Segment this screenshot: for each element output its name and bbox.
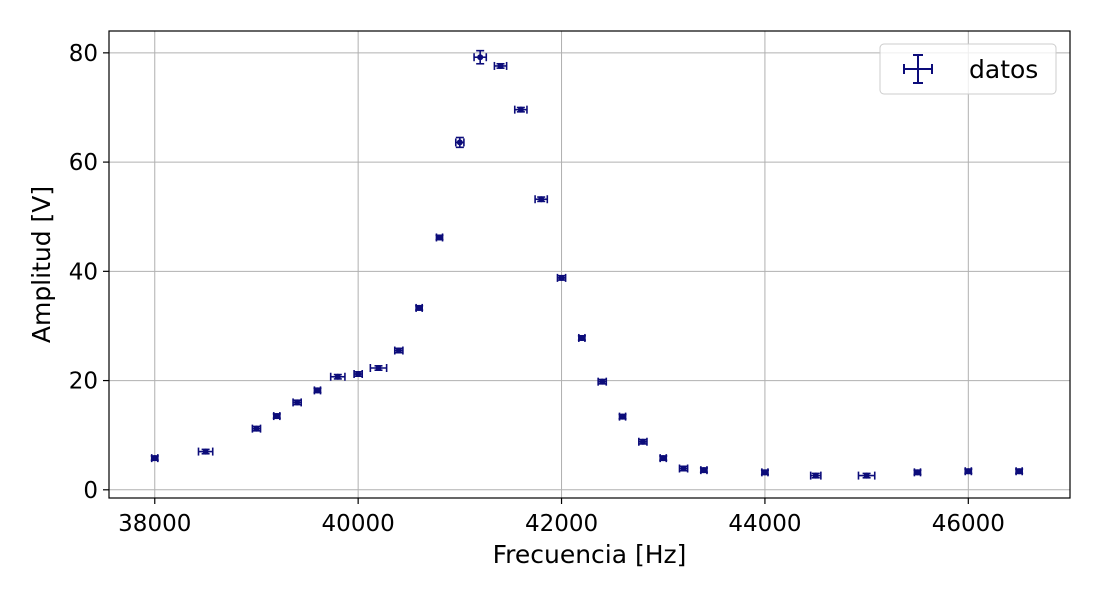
data-point — [393, 346, 404, 355]
data-point — [659, 454, 668, 463]
point-marker — [812, 472, 819, 479]
data-point — [618, 412, 627, 421]
point-marker — [761, 469, 768, 476]
point-marker — [355, 371, 362, 378]
point-marker — [619, 413, 626, 420]
x-tick-label: 40000 — [322, 511, 395, 537]
point-marker — [680, 465, 687, 472]
point-marker — [965, 468, 972, 475]
y-tick-label: 0 — [83, 478, 98, 504]
data-point — [1015, 467, 1024, 476]
point-marker — [517, 106, 524, 113]
data-point — [493, 61, 508, 70]
point-marker — [477, 54, 484, 61]
point-marker — [914, 469, 921, 476]
legend: datos — [879, 43, 1057, 95]
point-marker — [314, 387, 321, 394]
x-tick-label: 38000 — [118, 511, 191, 537]
data-point — [150, 454, 159, 463]
x-tick-label: 46000 — [932, 511, 1005, 537]
legend-box — [879, 43, 1057, 95]
data-point — [556, 273, 567, 282]
data-point — [597, 377, 608, 386]
point-marker — [375, 365, 382, 372]
point-marker — [639, 438, 646, 445]
data-point — [534, 195, 549, 204]
data-point — [964, 467, 973, 476]
data-point — [353, 370, 364, 379]
y-tick-label: 40 — [69, 259, 98, 285]
point-marker — [538, 196, 545, 203]
point-marker — [395, 347, 402, 354]
data-point — [699, 466, 708, 475]
point-marker — [202, 448, 209, 455]
legend-errorbar-marker-icon — [903, 54, 933, 84]
point-marker — [273, 413, 280, 420]
data-point — [272, 412, 281, 421]
point-marker — [416, 304, 423, 311]
data-point — [197, 447, 214, 456]
data-point — [313, 386, 322, 395]
data-points — [150, 49, 1024, 480]
x-axis-label: Frecuencia [Hz] — [493, 540, 687, 569]
x-tick-label: 44000 — [728, 511, 801, 537]
data-point — [473, 49, 488, 65]
data-point — [760, 468, 769, 477]
data-point — [638, 437, 648, 446]
data-point — [913, 468, 922, 477]
point-marker — [863, 472, 870, 479]
data-point — [369, 364, 388, 373]
point-marker — [700, 467, 707, 474]
data-point — [513, 105, 528, 114]
point-marker — [334, 373, 341, 380]
x-axis-ticks: 38000 40000 42000 44000 46000 — [118, 498, 1005, 537]
data-point — [857, 471, 876, 480]
data-point — [415, 303, 424, 312]
point-marker — [660, 455, 667, 462]
data-point — [678, 464, 689, 473]
data-point — [251, 424, 262, 433]
data-point — [435, 233, 444, 242]
point-marker — [456, 139, 463, 146]
plot-area-frame — [108, 30, 1071, 499]
y-tick-label: 20 — [69, 369, 98, 395]
y-tick-label: 60 — [69, 150, 98, 176]
point-marker — [151, 455, 158, 462]
data-point — [809, 471, 822, 480]
point-marker — [294, 399, 301, 406]
data-point — [329, 372, 346, 381]
y-axis-label: Amplitud [V] — [27, 186, 56, 343]
y-tick-label: 80 — [69, 41, 98, 67]
point-marker — [497, 62, 504, 69]
data-point — [577, 333, 586, 342]
data-point — [454, 136, 465, 149]
data-point — [292, 398, 303, 407]
point-marker — [578, 334, 585, 341]
y-axis-ticks: 0 20 40 60 80 — [69, 41, 109, 504]
legend-label-datos: datos — [969, 55, 1038, 84]
point-marker — [253, 425, 260, 432]
x-tick-label: 42000 — [525, 511, 598, 537]
point-marker — [558, 274, 565, 281]
point-marker — [436, 234, 443, 241]
point-marker — [599, 378, 606, 385]
point-marker — [1016, 468, 1023, 475]
